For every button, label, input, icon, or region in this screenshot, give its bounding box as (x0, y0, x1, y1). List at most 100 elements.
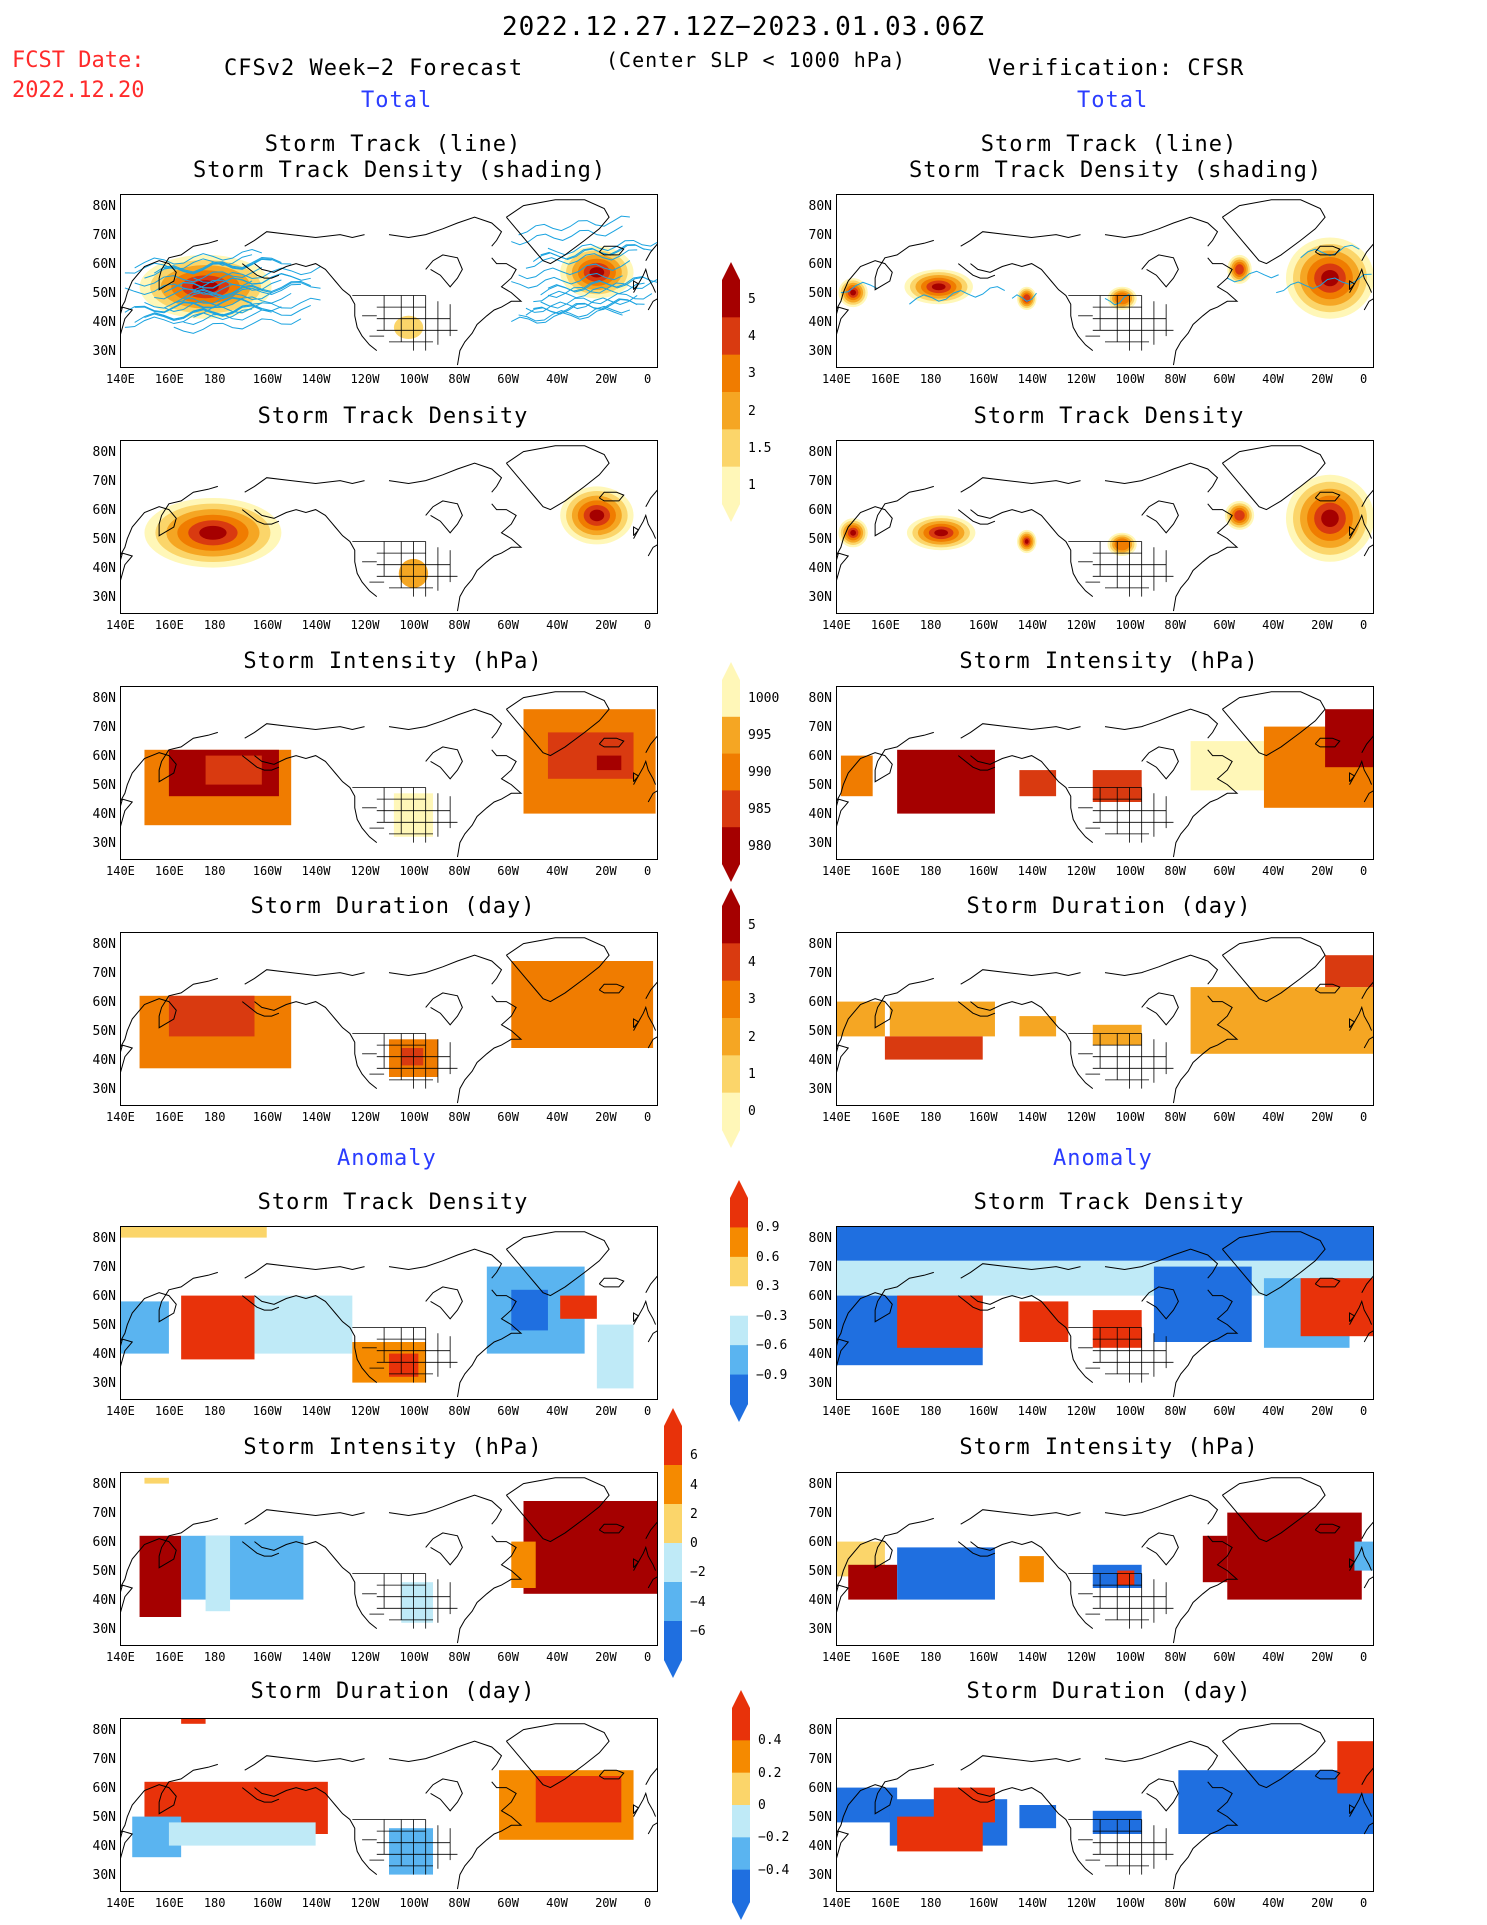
anom-duration-colorbar: 0.4 0.2 0 −0.2 −0.4 (730, 1690, 789, 1920)
coastline (645, 242, 658, 261)
lat-tick-label: 60N (808, 256, 832, 272)
lat-tick-label: 80N (92, 1230, 116, 1246)
map-frame (836, 440, 1374, 614)
map-frame (120, 1472, 658, 1646)
lon-tick-label: 140E (106, 372, 135, 386)
lon-tick-label: 20W (595, 864, 617, 878)
shaded-region (523, 1501, 658, 1594)
lon-tick-label: 160W (968, 372, 998, 386)
lon-tick-label: 40W (1262, 864, 1284, 878)
left-track-map (120, 194, 658, 368)
lat-tick-label: 80N (92, 444, 116, 460)
lon-tick-label: 180 (203, 1896, 226, 1910)
coastline (244, 1509, 365, 1525)
storm-track-line (909, 286, 1005, 305)
lat-tick-label: 60N (92, 1534, 116, 1550)
lon-tick-label: 80W (448, 372, 471, 386)
shaded-region (1019, 1556, 1044, 1583)
coastline (836, 239, 934, 311)
coastline (598, 1523, 625, 1534)
lat-tick-label: 40N (808, 806, 832, 822)
shaded-region (934, 529, 949, 537)
coastline (836, 977, 934, 1049)
coastline (425, 1286, 463, 1320)
colorbar-label: 4 (748, 329, 756, 344)
coastline (1349, 280, 1356, 291)
colorbar-label: 0 (748, 1104, 756, 1120)
storm-track-line (525, 294, 638, 313)
colorbar-swatch (664, 1621, 682, 1661)
coastline (388, 216, 503, 247)
coastline (633, 1558, 640, 1569)
lat-tick-label: 60N (808, 1780, 832, 1796)
storm-track-line (183, 273, 311, 289)
lon-tick-label: 0 (1360, 1110, 1368, 1124)
shaded-region (848, 1564, 898, 1600)
lon-tick-label: 80W (1164, 1896, 1187, 1910)
lat-tick-label: 80N (808, 690, 832, 706)
coastline (836, 1517, 934, 1589)
right-track-map-svg (836, 194, 1374, 368)
colorbar-arrow (722, 1130, 740, 1148)
lon-tick-label: 60W (1213, 1896, 1235, 1910)
colorbar-label: 5 (748, 291, 756, 307)
coastline (456, 1781, 523, 1890)
shaded-region (205, 1535, 231, 1612)
lon-tick-label: 0 (644, 1110, 652, 1124)
lon-tick-label: 180 (203, 1404, 226, 1418)
shaded-region (120, 1226, 267, 1238)
shaded-region (1300, 1278, 1374, 1337)
lon-tick-label: 0 (1360, 864, 1368, 878)
lat-tick-label: 70N (808, 1751, 832, 1767)
coastline (456, 1289, 523, 1398)
shaded-region (1024, 539, 1029, 544)
lon-tick-label: 120W (1066, 1404, 1096, 1418)
lon-tick-label: 80W (1164, 864, 1187, 878)
shaded-region (401, 1582, 434, 1623)
storm-track-line (533, 282, 645, 303)
coastline (1361, 1766, 1374, 1785)
coastline (1172, 257, 1239, 366)
right-anom-density-title: Storm Track Density (973, 1190, 1245, 1215)
colorbar-label: 0.3 (756, 1279, 780, 1295)
coastline (1349, 1018, 1356, 1029)
lat-tick-label: 70N (808, 227, 832, 243)
left-intensity-map-svg (120, 686, 658, 860)
map-frame (836, 194, 1374, 368)
lon-tick-label: 100W (1115, 1650, 1145, 1664)
coastline (254, 263, 378, 351)
storm-track-line (163, 292, 292, 312)
shaded-region (168, 1822, 316, 1846)
left-anom-duration-title: Storm Duration (day) (250, 1679, 536, 1704)
coastline (970, 1001, 1094, 1089)
colorbar-arrow (722, 888, 740, 906)
coastline (1172, 749, 1239, 858)
storm-track-line (547, 276, 658, 292)
coastline (1363, 789, 1374, 803)
lon-tick-label: 100W (1115, 372, 1145, 386)
colorbar-label: 4 (690, 1477, 698, 1493)
lat-tick-label: 70N (808, 965, 832, 981)
lat-tick-label: 50N (92, 1563, 116, 1579)
coastline (120, 731, 218, 803)
lat-tick-label: 70N (92, 719, 116, 735)
lon-tick-label: 140W (1017, 1110, 1047, 1124)
map-frame (836, 686, 1374, 860)
lat-tick-label: 30N (808, 1867, 832, 1883)
lon-tick-label: 160E (870, 1896, 900, 1910)
right-total-label: Total (1077, 88, 1149, 113)
storm-track-line (144, 292, 272, 309)
colorbar-swatch (722, 317, 740, 356)
lat-tick-label: 60N (808, 502, 832, 518)
coastline (645, 734, 658, 753)
coastline (1104, 216, 1219, 247)
right-duration-map (836, 932, 1374, 1106)
lon-tick-label: 80W (1164, 1110, 1187, 1124)
density-colorbar: 5 4 3 2 1.5 1 (720, 262, 778, 522)
left-track-map-svg (120, 194, 658, 368)
lat-tick-label: 50N (92, 531, 116, 547)
colorbar-arrow (732, 1902, 750, 1920)
lon-tick-label: 0 (1360, 1404, 1368, 1418)
coastline (1221, 691, 1326, 757)
coastline (1141, 254, 1179, 288)
